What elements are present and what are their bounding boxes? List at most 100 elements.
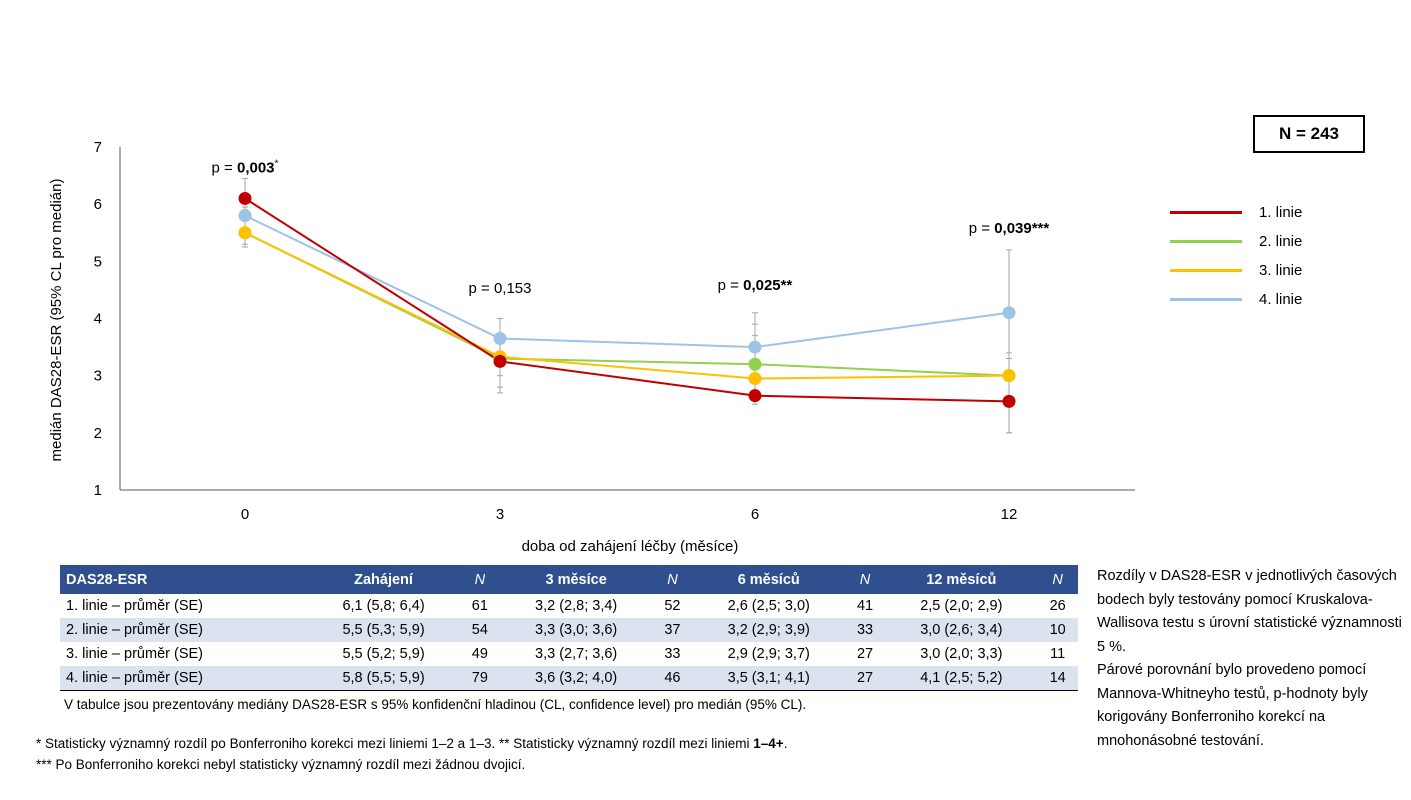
- table-cell: 11: [1050, 646, 1066, 662]
- table-header-row: DAS28-ESR Zahájení N 3 měsíce N 6 měsíců…: [60, 565, 1078, 594]
- p-value-annotation: p = 0,039***: [969, 220, 1050, 237]
- table-header: 6 měsíců: [692, 565, 845, 594]
- table-cell: 3,3 (3,0; 3,6): [500, 618, 653, 642]
- table-header: DAS28-ESR: [60, 565, 308, 594]
- data-point: [238, 209, 252, 223]
- table-cell: 46: [652, 666, 693, 691]
- table-cell: 5,8 (5,5; 5,9): [307, 666, 460, 691]
- table-header: 12 měsíců: [885, 565, 1038, 594]
- footnote-text: * Statisticky významný rozdíl po Bonferr…: [36, 736, 754, 751]
- table-cell: 79: [459, 666, 501, 691]
- series-line: [244, 231, 1010, 377]
- footnote-text: .: [783, 736, 788, 751]
- table-cell: 4. linie – průměr (SE): [60, 666, 308, 691]
- table-header: 3 měsíce: [500, 565, 653, 594]
- table-cell: 5,5 (5,2; 5,9): [342, 646, 425, 662]
- table-cell: 3,0 (2,6; 3,4): [885, 618, 1038, 642]
- table-cell: 2,6 (2,5; 3,0): [727, 598, 810, 614]
- footnote-bold: 1–4+: [753, 736, 784, 751]
- y-tick-label: 2: [94, 425, 102, 442]
- legend-item: 4. linie: [1170, 285, 1302, 314]
- series-line: [244, 231, 1010, 380]
- table-cell: 3,2 (2,8; 3,4): [535, 598, 618, 614]
- table-cell: 4,1 (2,5; 5,2): [885, 666, 1038, 691]
- series-line: [244, 197, 1010, 403]
- table-cell: 5,5 (5,3; 5,9): [307, 618, 460, 642]
- side-note: Rozdíly v DAS28-ESR v jednotlivých časov…: [1097, 565, 1409, 753]
- summary-table: DAS28-ESR Zahájení N 3 měsíce N 6 měsíců…: [60, 565, 1078, 691]
- footnote-line-2: *** Po Bonferroniho korekci nebyl statis…: [36, 757, 526, 772]
- table-cell: 2,5 (2,0; 2,9): [920, 598, 1003, 614]
- table-header: N: [652, 565, 693, 594]
- legend-item: 1. linie: [1170, 198, 1302, 227]
- table-row: 2. linie – průměr (SE) 5,5 (5,3; 5,9) 54…: [60, 618, 1078, 642]
- table-cell: 10: [1037, 618, 1078, 642]
- table-header: Zahájení: [307, 565, 460, 594]
- data-point: [1002, 394, 1016, 408]
- legend-item: 2. linie: [1170, 227, 1302, 256]
- data-point: [493, 354, 507, 368]
- legend-swatch: [1170, 240, 1242, 243]
- data-point: [238, 226, 252, 240]
- table-cell: 61: [471, 598, 488, 614]
- legend-item: 3. linie: [1170, 256, 1302, 285]
- table-cell: 2,9 (2,9; 3,7): [727, 646, 810, 662]
- legend-swatch: [1170, 211, 1242, 214]
- data-point: [748, 372, 762, 386]
- table-cell: 3,6 (3,2; 4,0): [500, 666, 653, 691]
- footnotes: * Statisticky významný rozdíl po Bonferr…: [36, 733, 787, 775]
- y-tick-label: 7: [94, 139, 102, 156]
- legend-label: 2. linie: [1259, 233, 1303, 250]
- legend-label: 3. linie: [1259, 262, 1303, 279]
- table-note: V tabulce jsou prezentovány mediány DAS2…: [64, 697, 807, 712]
- table-cell: 3,2 (2,9; 3,9): [692, 618, 845, 642]
- y-tick-label: 1: [94, 482, 102, 499]
- sample-size-box: N = 243: [1253, 115, 1365, 153]
- table-row: 3. linie – průměr (SE) 5,5 (5,2; 5,9) 49…: [60, 642, 1078, 666]
- table-cell: 33: [664, 646, 681, 662]
- y-tick-label: 3: [94, 368, 102, 385]
- table-header: N: [844, 565, 886, 594]
- y-tick-label: 5: [94, 253, 102, 270]
- table-cell: 3,5 (3,1; 4,1): [692, 666, 845, 691]
- data-point: [748, 357, 762, 371]
- table-cell: 26: [1049, 598, 1066, 614]
- data-point: [748, 389, 762, 403]
- p-value-annotation: p = 0,153: [469, 280, 532, 297]
- table-header: N: [1037, 565, 1078, 594]
- legend-swatch: [1170, 269, 1242, 272]
- table-cell: 54: [459, 618, 501, 642]
- table-cell: 27: [844, 666, 886, 691]
- table-cell: 3. linie – průměr (SE): [66, 646, 203, 662]
- side-note-paragraph: Párové porovnání bylo provedeno pomocí M…: [1097, 662, 1368, 749]
- x-tick-label: 6: [751, 506, 759, 523]
- table-cell: 52: [664, 598, 681, 614]
- data-point: [493, 332, 507, 346]
- data-point: [238, 191, 252, 205]
- x-axis-title: doba od zahájení léčby (měsíce): [522, 538, 739, 555]
- y-tick-label: 6: [94, 196, 102, 213]
- y-tick-label: 4: [94, 311, 102, 328]
- footnote-line-1: * Statisticky významný rozdíl po Bonferr…: [36, 733, 787, 754]
- x-tick-label: 0: [241, 506, 249, 523]
- table-cell: 3,0 (2,0; 3,3): [920, 646, 1003, 662]
- table-cell: 2. linie – průměr (SE): [60, 618, 308, 642]
- data-point: [748, 340, 762, 354]
- p-value-annotation: p = 0,025**: [718, 277, 793, 294]
- table-cell: 49: [471, 646, 488, 662]
- table-cell: 6,1 (5,8; 6,4): [342, 598, 425, 614]
- data-point: [1002, 369, 1016, 383]
- table-cell: 33: [844, 618, 886, 642]
- p-value-annotation: p = 0,003*: [212, 159, 279, 177]
- table-cell: 27: [856, 646, 874, 662]
- table-cell: 37: [652, 618, 693, 642]
- chart-legend: 1. linie 2. linie 3. linie 4. linie: [1170, 198, 1302, 314]
- y-axis-title: medián DAS28-ESR (95% CL pro medián): [48, 179, 65, 462]
- series-line: [244, 214, 1010, 349]
- table-header: N: [459, 565, 501, 594]
- data-point: [1002, 306, 1016, 320]
- legend-swatch: [1170, 298, 1242, 301]
- table-cell: 41: [856, 598, 874, 614]
- side-note-paragraph: Rozdíly v DAS28-ESR v jednotlivých časov…: [1097, 568, 1402, 655]
